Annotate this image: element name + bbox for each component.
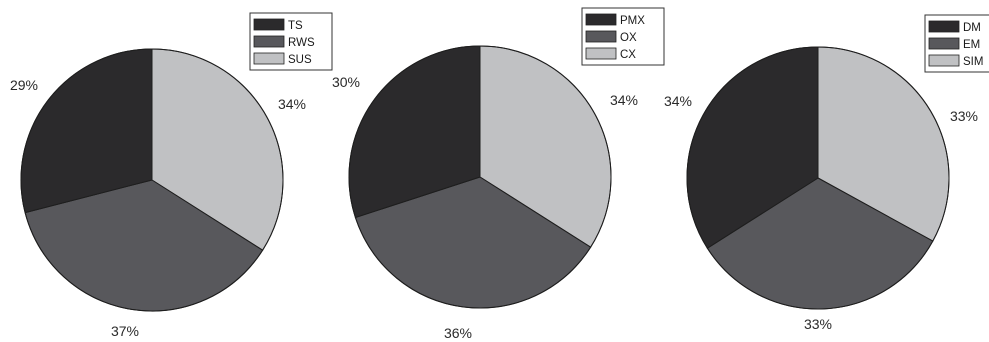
legend-swatch-pmx bbox=[585, 13, 617, 26]
legend: DM EM SIM bbox=[924, 14, 989, 73]
pie-pct-label-em: 33% bbox=[804, 316, 832, 332]
legend: TS RWS SUS bbox=[249, 12, 333, 71]
pie-chart-1: 34% 37% 29% TS RWS SUS bbox=[10, 12, 333, 339]
legend-swatch-sus bbox=[253, 52, 285, 65]
pie-chart-3: 33% 33% 34% DM EM SIM bbox=[664, 14, 989, 332]
legend-swatch-em bbox=[928, 37, 960, 50]
pie-chart-2: 34% 36% 30% PMX OX CX bbox=[332, 7, 665, 341]
legend-swatch-ts bbox=[253, 18, 285, 31]
pie-outline bbox=[686, 46, 950, 310]
legend-swatch-sim bbox=[928, 54, 960, 67]
legend-label-pmx: PMX bbox=[620, 15, 645, 27]
pie-pct-label-sim: 33% bbox=[950, 108, 978, 124]
legend-swatch-ox bbox=[585, 30, 617, 43]
legend-label-em: EM bbox=[963, 39, 980, 51]
pie-outline bbox=[348, 45, 612, 309]
legend-label-ts: TS bbox=[288, 20, 303, 32]
legend: PMX OX CX bbox=[581, 7, 665, 66]
pie-pct-label-pmx: 30% bbox=[332, 74, 360, 90]
pie-pct-label-rws: 37% bbox=[111, 323, 139, 339]
legend-label-cx: CX bbox=[620, 49, 636, 61]
pie-pct-label-ts: 29% bbox=[10, 77, 38, 93]
pie-outline bbox=[20, 48, 284, 312]
legend-swatch-rws bbox=[253, 35, 285, 48]
legend-label-ox: OX bbox=[620, 32, 637, 44]
legend-label-sim: SIM bbox=[963, 56, 983, 68]
legend-label-sus: SUS bbox=[288, 54, 312, 66]
legend-label-rws: RWS bbox=[288, 37, 315, 49]
legend-swatch-dm bbox=[928, 20, 960, 33]
pie-pct-label-sus: 34% bbox=[278, 96, 306, 112]
pie-pct-label-ox: 36% bbox=[444, 325, 472, 341]
pie-pct-label-cx: 34% bbox=[610, 92, 638, 108]
legend-label-dm: DM bbox=[963, 22, 981, 34]
legend-swatch-cx bbox=[585, 47, 617, 60]
pie-pct-label-dm: 34% bbox=[664, 93, 692, 109]
